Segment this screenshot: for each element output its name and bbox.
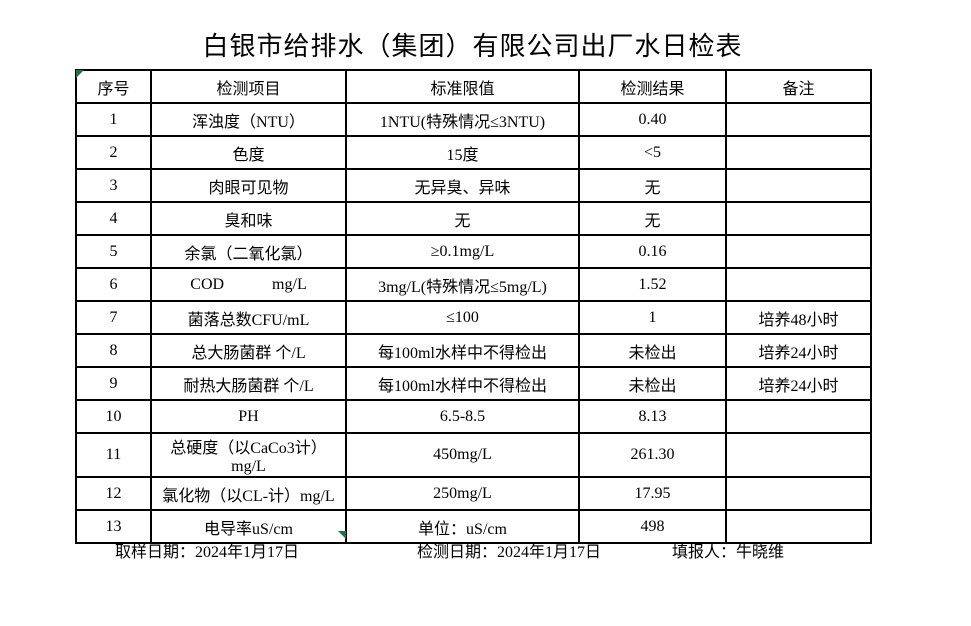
cell-index: 12 (75, 476, 152, 511)
table-body: 1 浑浊度（NTU） 1NTU(特殊情况≤3NTU) 0.40 2 色度 15度 <5 3 肉眼可… (75, 102, 872, 544)
cell-item: PH (150, 399, 347, 434)
water-quality-table: 序号 检测项目 标准限值 检测结果 备注 1 浑浊度（NTU） 1NTU(特殊情况≤… (75, 69, 872, 544)
cell-limit: 无异臭、异味 (345, 168, 580, 203)
cell-limit: 1NTU(特殊情况≤3NTU) (345, 102, 580, 137)
cell-remark: 培养24小时 (725, 333, 872, 368)
cell-result: 0.16 (578, 234, 727, 269)
cell-limit: 15度 (345, 135, 580, 170)
cell-remark (725, 399, 872, 434)
table-row: 13 电导率uS/cm 单位：uS/cm 498 (75, 509, 872, 544)
cell-index: 5 (75, 234, 152, 269)
cell-index: 9 (75, 366, 152, 401)
cell-index: 1 (75, 102, 152, 137)
cell-index: 2 (75, 135, 152, 170)
cell-item: 氯化物（以CL-计）mg/L (150, 476, 347, 511)
cell-limit: 每100ml水样中不得检出 (345, 333, 580, 368)
cell-limit: 6.5-8.5 (345, 399, 580, 434)
cell-remark (725, 234, 872, 269)
page-title: 白银市给排水（集团）有限公司出厂水日检表 (202, 32, 743, 61)
cell-index: 13 (75, 509, 152, 544)
cell-result: 1.52 (578, 267, 727, 302)
table-row: 6 COD mg/L 3mg/L(特殊情况≤5mg/L) 1.52 (75, 267, 872, 302)
cell-item: 耐热大肠菌群 个/L (150, 366, 347, 401)
cell-remark (725, 168, 872, 203)
col-header-index: 序号 (75, 69, 152, 104)
col-header-result: 检测结果 (578, 69, 727, 104)
cell-item: 菌落总数CFU/mL (150, 300, 347, 335)
cell-result: 8.13 (578, 399, 727, 434)
sampling-date-label: 取样日期：2024年1月17日 (115, 544, 300, 561)
cell-index: 4 (75, 201, 152, 236)
table-row: 3 肉眼可见物 无异臭、异味无 (75, 168, 872, 203)
footer: 取样日期：2024年1月17日 检测日期：2024年1月17日 填报人：牛晓维 (0, 538, 971, 561)
cell-limit: ≥0.1mg/L (345, 234, 580, 269)
cell-result: 无 (578, 201, 727, 236)
cell-result: 498 (578, 509, 727, 544)
cell-index: 10 (75, 399, 152, 434)
cell-item: 肉眼可见物 (150, 168, 347, 203)
cell-index: 6 (75, 267, 152, 302)
table-header-row: 序号 检测项目 标准限值 检测结果 备注 (75, 69, 872, 104)
cell-limit: 无 (345, 201, 580, 236)
cell-result: 1 (578, 300, 727, 335)
cell-index: 11 (75, 432, 152, 478)
cell-index: 7 (75, 300, 152, 335)
cell-result: 0.40 (578, 102, 727, 137)
cell-limit: 250mg/L (345, 476, 580, 511)
cell-error-indicator-icon (338, 531, 346, 539)
table-row: 10 PH 6.5-8.5 8.13 (75, 399, 872, 434)
cell-item: 色度 (150, 135, 347, 170)
cell-limit: ≤100 (345, 300, 580, 335)
table-row: 8 总大肠菌群 个/L 每100ml水样中不得检出 未检出 培养24小时 (75, 333, 872, 368)
cell-remark (725, 267, 872, 302)
cell-item: 总大肠菌群 个/L (150, 333, 347, 368)
cell-remark (725, 135, 872, 170)
cell-result: 未检出 (578, 333, 727, 368)
cell-item: 浑浊度（NTU） (150, 102, 347, 137)
cell-result: 无 (578, 168, 727, 203)
col-header-item: 检测项目 (150, 69, 347, 104)
test-date-label: 检测日期：2024年1月17日 (417, 544, 602, 561)
table-row: 2 色度 15度 <5 (75, 135, 872, 170)
table-row: 4 臭和味无无 (75, 201, 872, 236)
cell-remark (725, 201, 872, 236)
table-row: 12 氯化物（以CL-计）mg/L 250mg/L 17.95 (75, 476, 872, 511)
table-row: 9 耐热大肠菌群 个/L 每100ml水样中不得检出 未检出 培养24小时 (75, 366, 872, 401)
table-row: 11 总硬度（以CaCo3计）mg/L 450mg/L 261.30 (75, 432, 872, 478)
cell-result: 17.95 (578, 476, 727, 511)
table-row: 7 菌落总数CFU/mL ≤100 1 培养48小时 (75, 300, 872, 335)
cell-result: 261.30 (578, 432, 727, 478)
cell-item: 臭和味 (150, 201, 347, 236)
col-header-limit: 标准限值 (345, 69, 580, 104)
cell-error-indicator-icon (76, 70, 84, 78)
cell-remark (725, 509, 872, 544)
cell-item: 余氯（二氧化氯） (150, 234, 347, 269)
cell-item: 总硬度（以CaCo3计）mg/L (150, 432, 347, 478)
cell-result: <5 (578, 135, 727, 170)
reporter-label: 填报人：牛晓维 (672, 544, 785, 561)
table-row: 5 余氯（二氧化氯） ≥0.1mg/L 0.16 (75, 234, 872, 269)
cell-limit: 450mg/L (345, 432, 580, 478)
cell-remark: 培养48小时 (725, 300, 872, 335)
cell-limit: 单位：uS/cm (345, 509, 580, 544)
cell-remark (725, 432, 872, 478)
cell-result: 未检出 (578, 366, 727, 401)
cell-remark (725, 102, 872, 137)
cell-limit: 每100ml水样中不得检出 (345, 366, 580, 401)
cell-item: COD mg/L (150, 267, 347, 302)
cell-item: 电导率uS/cm (150, 509, 347, 544)
col-header-remark: 备注 (725, 69, 872, 104)
table-row: 1 浑浊度（NTU） 1NTU(特殊情况≤3NTU) 0.40 (75, 102, 872, 137)
cell-index: 3 (75, 168, 152, 203)
cell-remark: 培养24小时 (725, 366, 872, 401)
cell-index: 8 (75, 333, 152, 368)
cell-remark (725, 476, 872, 511)
cell-limit: 3mg/L(特殊情况≤5mg/L) (345, 267, 580, 302)
